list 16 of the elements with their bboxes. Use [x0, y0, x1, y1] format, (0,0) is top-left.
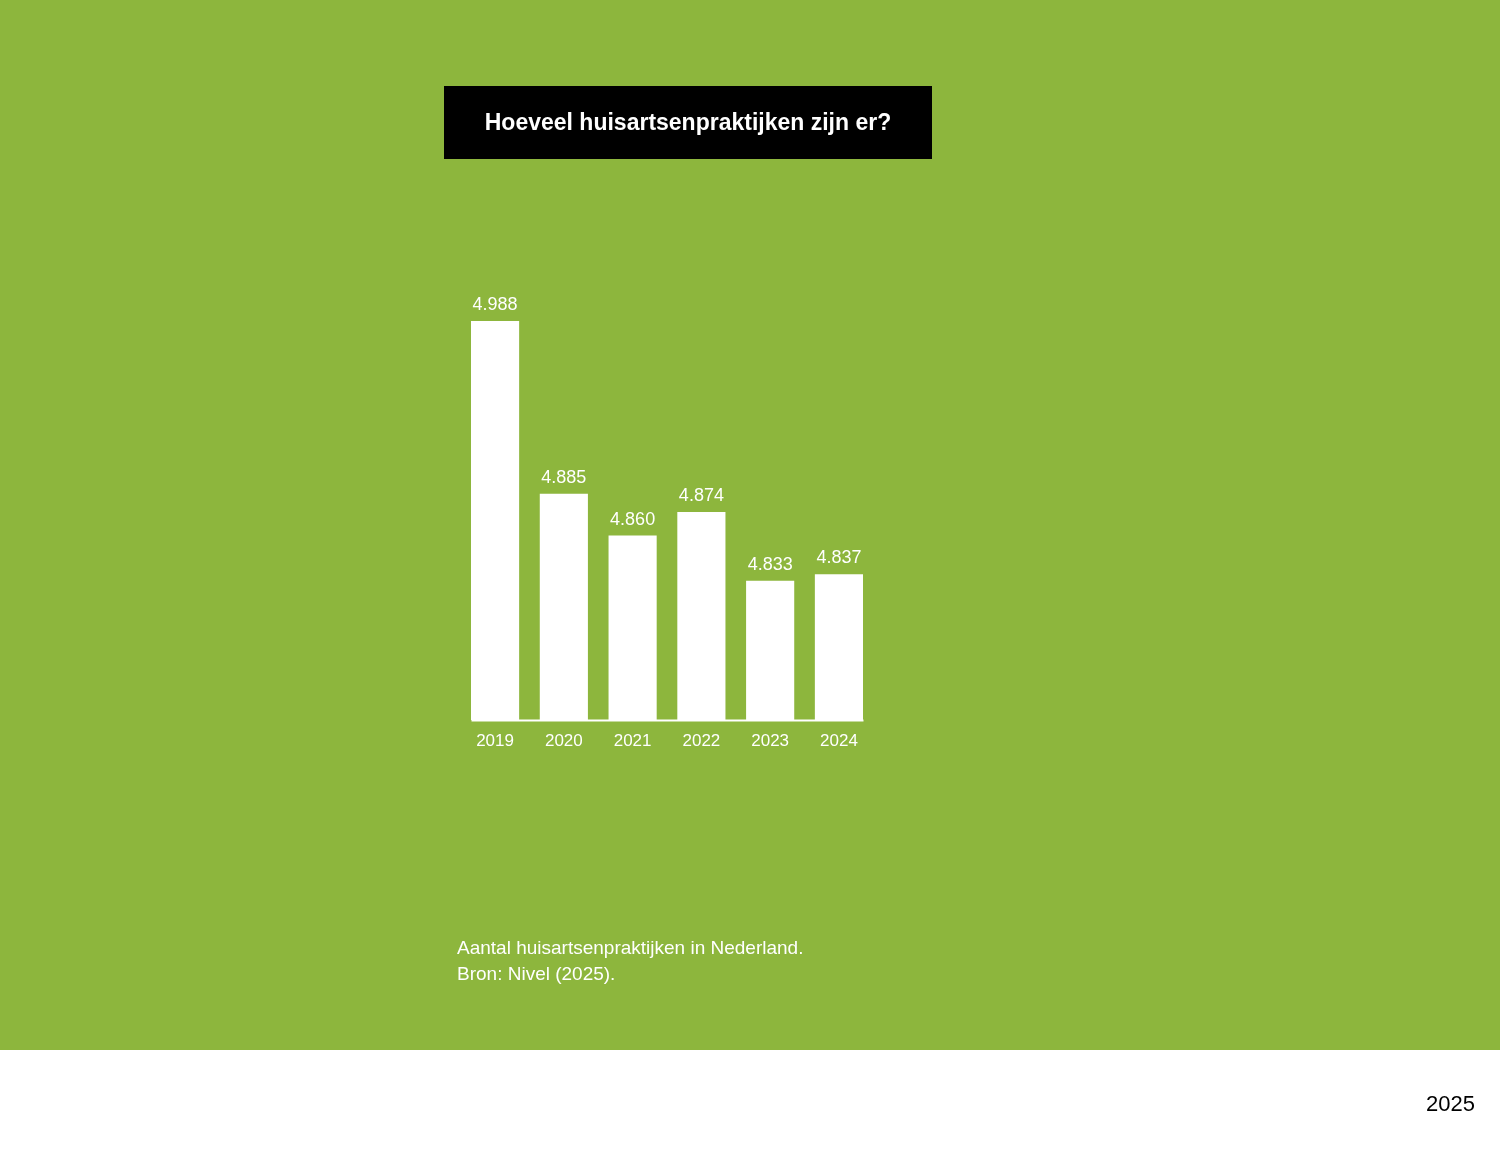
data-label: 4.885 [541, 466, 587, 487]
data-label: 4.988 [472, 294, 518, 314]
data-label: 4.874 [678, 485, 724, 506]
x-tick-label: 2019 [476, 730, 514, 750]
data-label: 4.833 [747, 553, 793, 574]
x-tick-label: 2020 [544, 730, 583, 750]
text: 2025 [1426, 1090, 1475, 1118]
x-tick-label: 2022 [682, 730, 721, 750]
text: Aantal huisartsenpraktijken in Nederland. [457, 936, 804, 960]
x-tick-label: 2023 [751, 730, 790, 750]
data-label: 4.837 [816, 547, 862, 568]
data-label: 4.860 [610, 508, 656, 529]
text: Bron: Nivel (2025). [457, 962, 617, 986]
chart-title: Hoeveel huisartsenpraktijken zijn er? [444, 86, 932, 159]
x-tick-label: 2021 [613, 730, 652, 750]
x-tick-label: 2024 [820, 730, 858, 750]
